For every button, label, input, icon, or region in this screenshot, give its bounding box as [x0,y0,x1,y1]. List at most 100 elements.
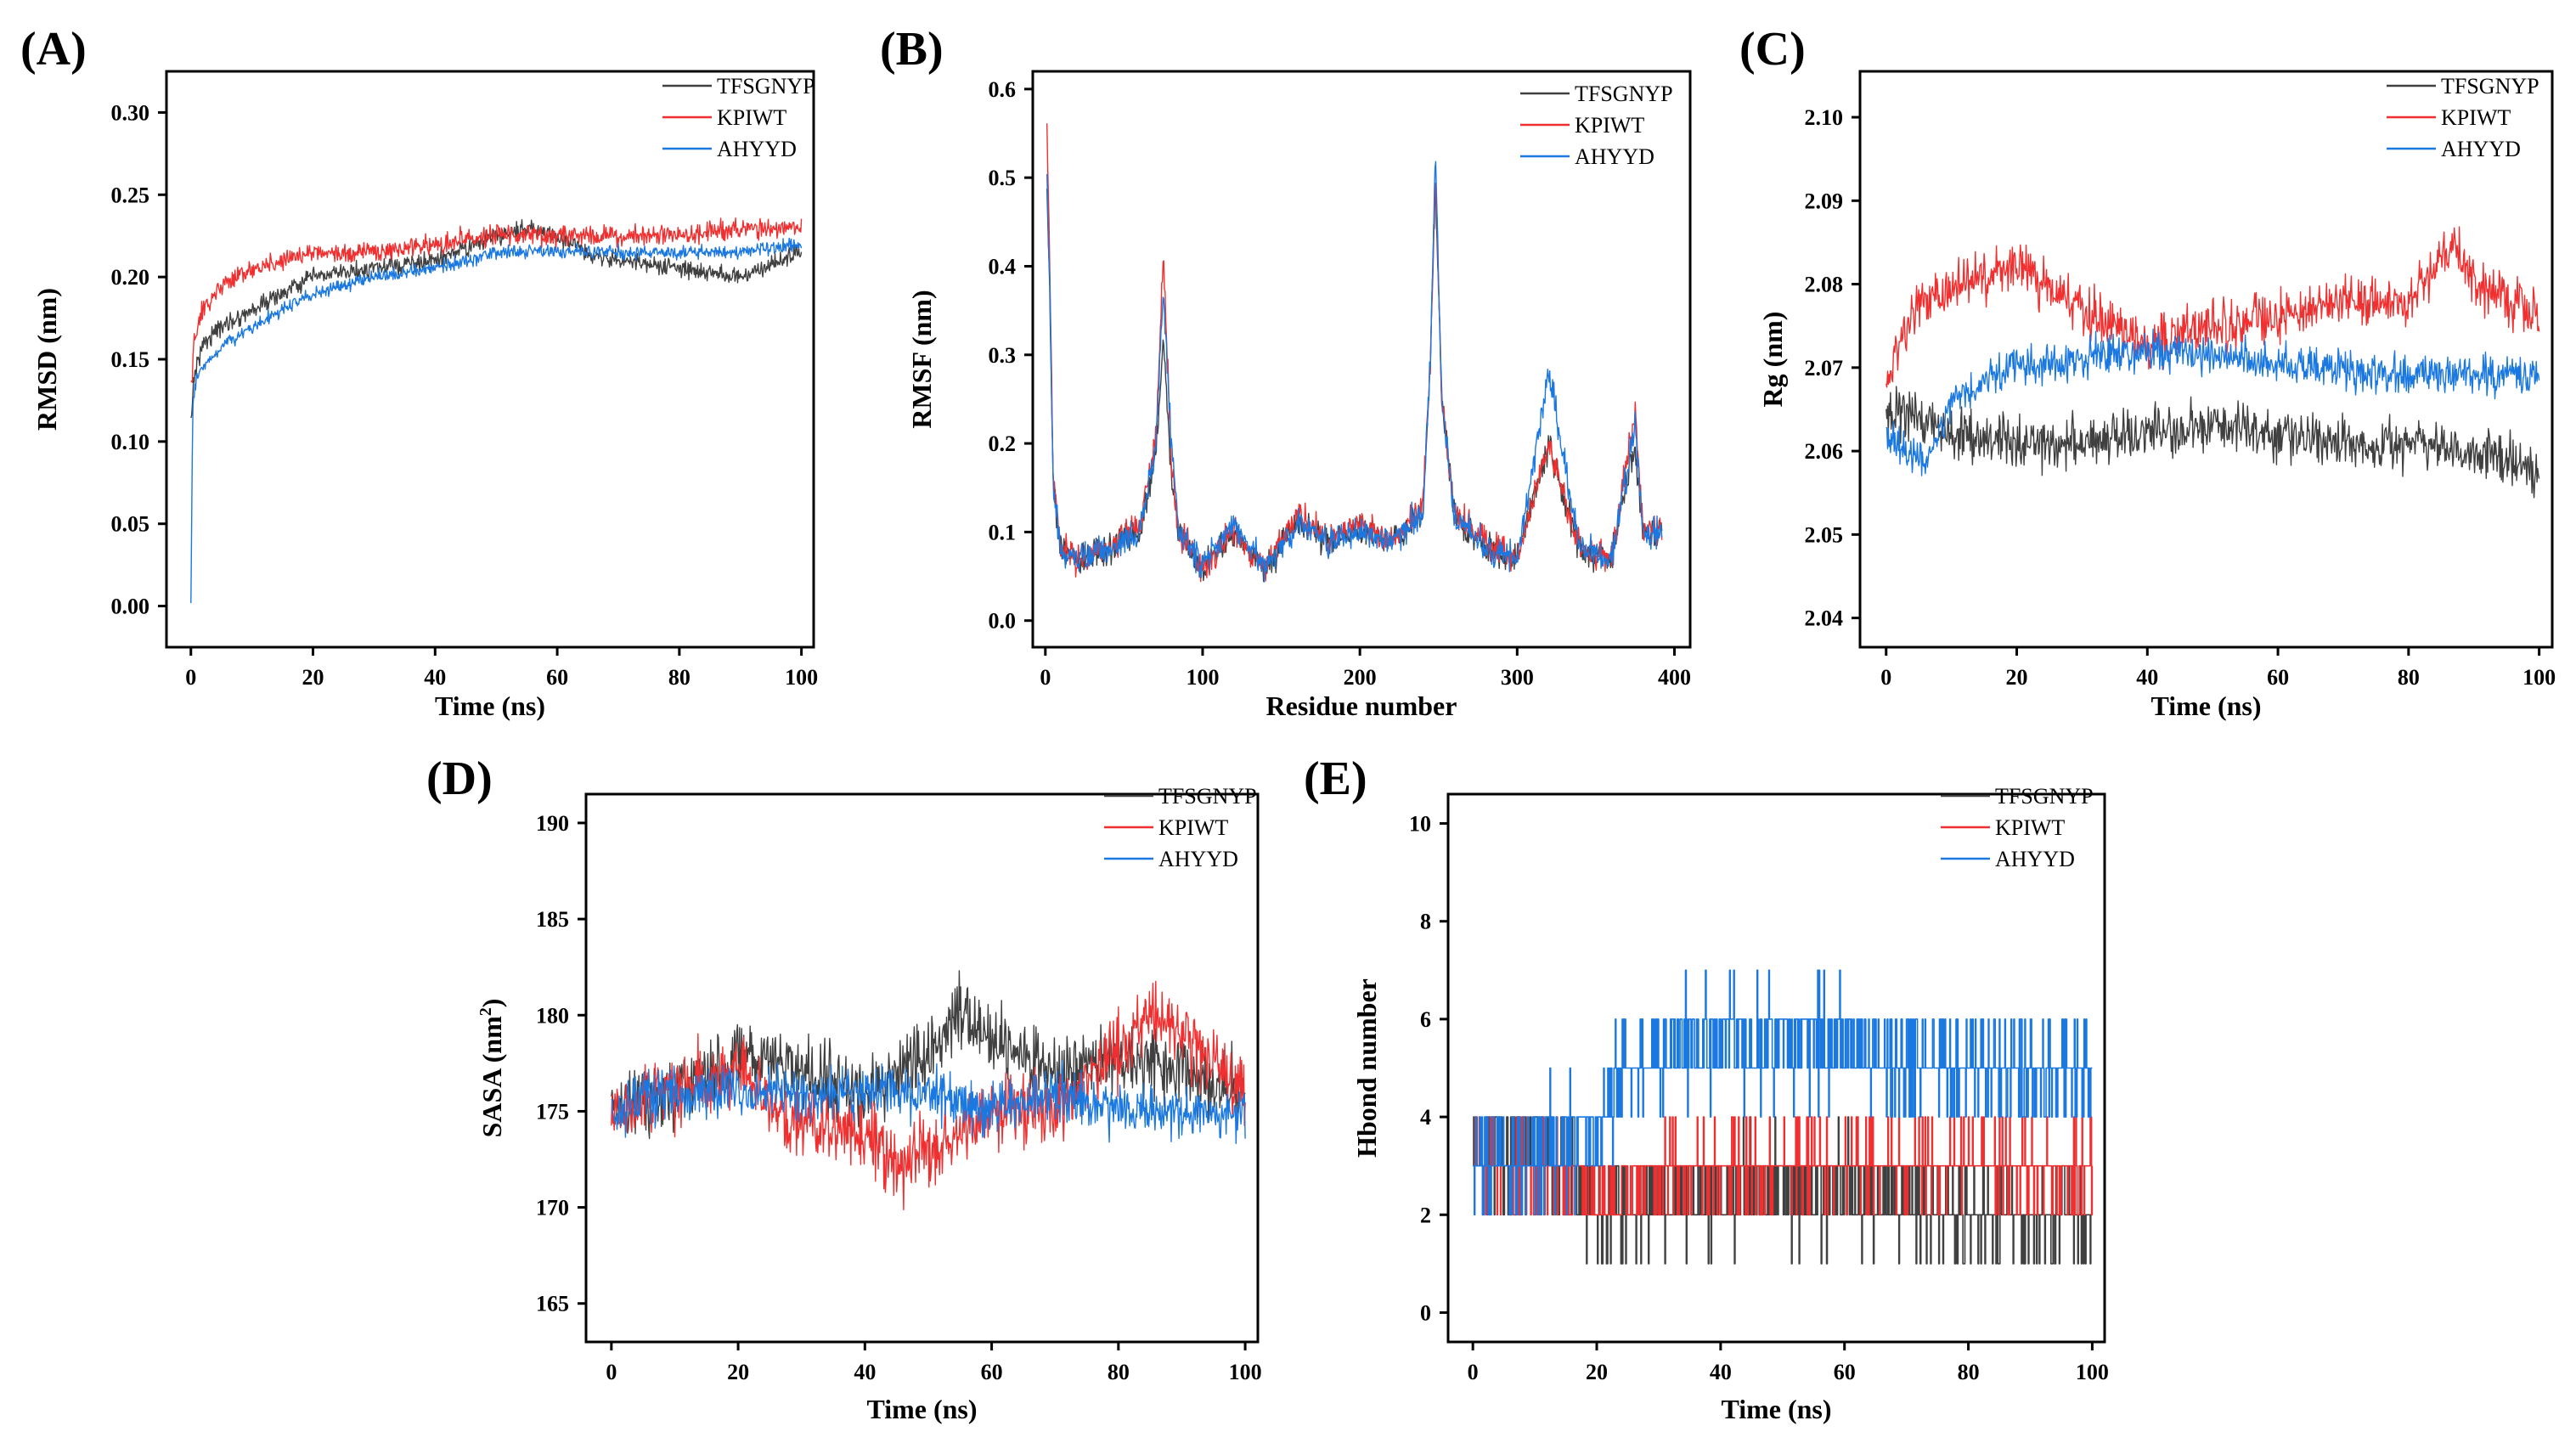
x-tick-label: 60 [981,1360,1003,1384]
y-tick-label: 0.10 [111,430,150,454]
y-tick-label: 2.06 [1805,439,1844,464]
x-tick-label: 20 [302,665,324,690]
y-tick-label: 170 [536,1196,569,1220]
series-line-kpiwt [190,217,803,383]
series-line-tfsgnyp [190,219,803,419]
series-line-tfsgnyp [1885,386,2540,499]
x-tick-label: 40 [424,665,446,690]
y-tick-label: 0.1 [989,520,1017,544]
y-tick-label: 0.5 [989,166,1017,190]
panel-b: 0 100 200 300 400 0.0 0.1 0.2 0.3 0.4 0.5 0.6 Residu… [880,23,1692,721]
x-axis-label: Time (ns) [2150,690,2261,721]
y-axis-label: Rg (nm) [1757,312,1788,408]
legend-label: AHYYD [2441,137,2521,161]
legend-label: TFSGNYP [1575,82,1673,106]
series-line-ahyyd [1046,161,1663,583]
y-tick-label: 0.2 [989,431,1017,456]
legend: TFSGNYP KPIWT AHYYD [1941,784,2094,871]
y-tick-label: 0.05 [111,512,150,537]
y-tick-label: 8 [1420,910,1431,934]
series-group [1885,226,2540,499]
y-tick-label: 0.25 [111,183,150,207]
legend: TFSGNYP KPIWT AHYYD [662,74,815,161]
panel-letter: (D) [426,753,493,805]
series-line-kpiwt [1046,123,1663,583]
panel-letter: (B) [880,23,944,76]
x-tick-label: 60 [2267,665,2289,690]
x-tick-label: 400 [1658,665,1691,690]
y-tick-label: 2.08 [1805,273,1844,297]
panel-letter: (E) [1304,753,1367,805]
plot-frame [1858,70,2554,649]
x-tick-label: 300 [1501,665,1534,690]
x-tick-label: 40 [1710,1360,1732,1384]
x-tick-label: 60 [546,665,568,690]
x-tick-label: 0 [1880,665,1891,690]
legend-label: KPIWT [1995,815,2065,840]
x-axis-label: Time (ns) [1721,1394,1831,1424]
y-tick-label: 2.09 [1805,189,1844,213]
series-line-ahyyd [1473,969,2093,1216]
panel-c: 0 20 40 60 80 100 2.04 2.05 2.06 2.07 2.08 2.09 2.10… [1739,23,2556,721]
y-tick-label: 0 [1420,1300,1431,1325]
x-tick-label: 100 [1186,665,1219,690]
legend: TFSGNYP KPIWT AHYYD [2387,74,2539,161]
series-line-kpiwt [1885,226,2540,388]
y-tick-label: 0.3 [989,343,1017,368]
y-tick-label: 2.04 [1805,606,1844,631]
y-tick-label: 185 [536,907,569,932]
y-tick-label: 2 [1420,1203,1431,1227]
y-tick-label: 165 [536,1292,569,1316]
panel-letter: (C) [1739,23,1806,76]
y-tick-label: 2.05 [1805,522,1844,547]
y-axis-label: RMSF (nm) [906,290,937,428]
series-line-kpiwt [1473,1116,2094,1216]
panel-d: 0 20 40 60 80 100 165 170 175 180 185 190 Time (ns) S… [426,753,1262,1424]
y-tick-label: 0.6 [989,77,1017,102]
x-tick-label: 0 [606,1360,617,1384]
legend-label: TFSGNYP [1158,784,1257,809]
x-tick-label: 20 [1586,1360,1608,1384]
x-tick-label: 0 [1468,1360,1479,1384]
legend-label: TFSGNYP [1995,784,2094,809]
x-tick-label: 0 [1040,665,1051,690]
plot-frame [1446,792,2106,1344]
x-tick-label: 40 [2136,665,2158,690]
y-tick-label: 4 [1420,1105,1431,1130]
legend-label: AHYYD [1995,847,2075,871]
x-axis-label: Time (ns) [866,1394,977,1424]
legend-label: AHYYD [1575,144,1654,169]
x-tick-label: 100 [1229,1360,1262,1384]
legend: TFSGNYP KPIWT AHYYD [1520,82,1673,169]
x-tick-label: 80 [2398,665,2420,690]
x-tick-label: 80 [668,665,691,690]
legend-label: AHYYD [1158,847,1238,871]
series-group [190,217,803,604]
y-tick-label: 0.4 [989,254,1017,279]
series-group [1046,123,1663,583]
y-tick-label: 175 [536,1099,569,1124]
plot-frame [1031,70,1692,649]
y-tick-label: 190 [536,811,569,836]
x-tick-label: 100 [2076,1360,2109,1384]
legend-label: KPIWT [717,105,786,130]
y-tick-label: 0.15 [111,347,150,372]
legend: TFSGNYP KPIWT AHYYD [1104,784,1257,871]
legend-label: TFSGNYP [717,74,815,99]
y-tick-label: 6 [1420,1007,1431,1032]
y-axis-label: Hbond number [1351,978,1382,1158]
x-tick-label: 20 [2006,665,2028,690]
panel-a: 0 20 40 60 80 100 0.00 0.05 0.10 0.15 0.20 0.25 0.30… [20,23,818,721]
series-group [1473,969,2094,1265]
y-tick-label: 180 [536,1003,569,1028]
legend-label: KPIWT [1575,113,1644,138]
x-tick-label: 20 [727,1360,749,1384]
x-tick-label: 0 [185,665,196,690]
y-tick-label: 0.30 [111,100,150,125]
series-line-ahyyd [611,1060,1246,1145]
x-tick-label: 100 [785,665,818,690]
y-axis-label: SASA (nm2) [476,999,507,1138]
x-tick-label: 60 [1834,1360,1856,1384]
y-axis-label: RMSD (nm) [31,288,62,431]
